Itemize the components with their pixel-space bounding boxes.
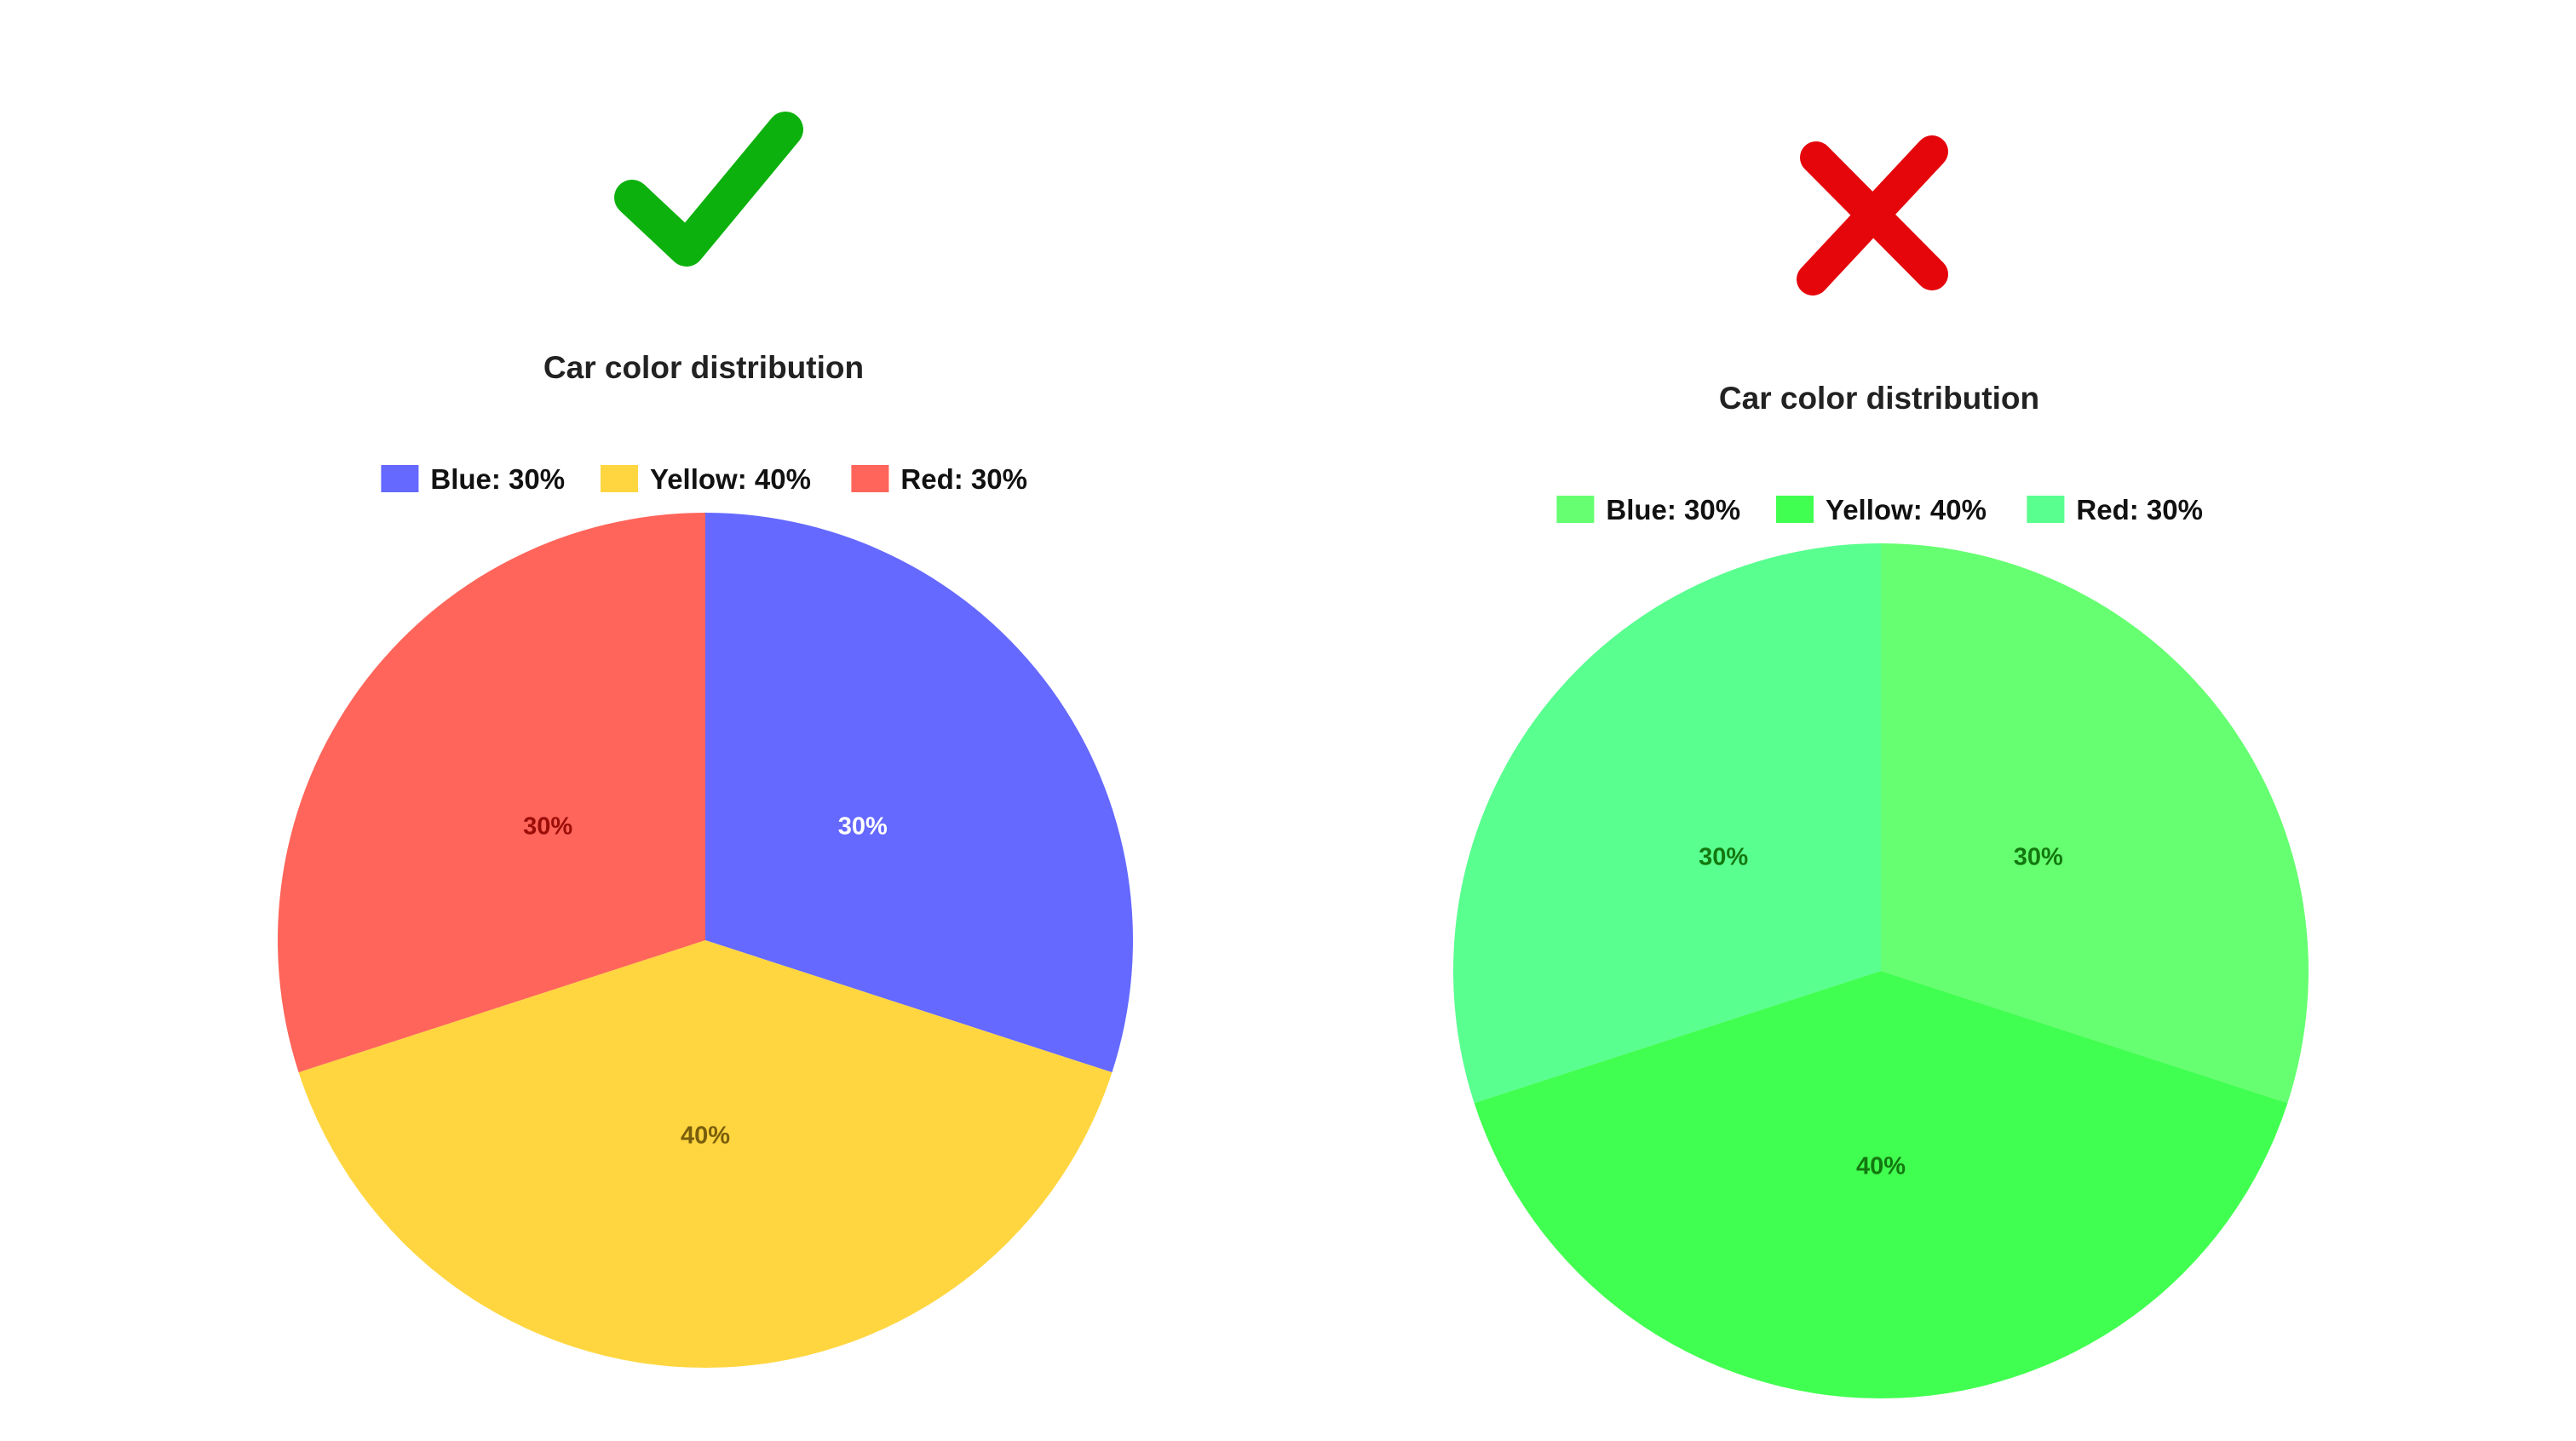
pie-slice-blue xyxy=(705,513,1134,1073)
legend-label: Yellow: 40% xyxy=(1826,494,1987,525)
pie-slice-yellow xyxy=(298,940,1113,1369)
legend-item-yellow: Yellow: 40% xyxy=(1776,494,1987,525)
pie-slice-red xyxy=(277,513,705,1073)
legend-label: Yellow: 40% xyxy=(650,463,811,495)
slice-data-label-blue: 30% xyxy=(838,813,888,841)
good-example-panel: Car color distribution Blue: 30% Yellow: … xyxy=(277,112,1134,1369)
legend-swatch xyxy=(2027,496,2065,523)
legend-item-blue: Blue: 30% xyxy=(1556,494,1740,525)
legend-swatch xyxy=(1556,496,1595,523)
slice-data-label-red: 30% xyxy=(523,813,572,841)
chart-title: Car color distribution xyxy=(1719,381,2039,416)
legend-swatch xyxy=(851,465,889,492)
legend-swatch xyxy=(381,465,419,492)
slice-data-label-yellow: 40% xyxy=(681,1122,730,1149)
legend-swatch xyxy=(601,465,638,492)
chart-title: Car color distribution xyxy=(543,350,864,385)
legend-item-red: Red: 30% xyxy=(851,463,1027,495)
chart-legend: Blue: 30% Yellow: 40% Red: 30% xyxy=(381,463,1027,495)
pie-slice-red xyxy=(1452,543,1881,1104)
cross-mark-icon xyxy=(1797,135,1948,296)
pie-slice-blue xyxy=(1881,543,2309,1104)
pie-slice-yellow xyxy=(1474,971,2288,1399)
legend-label: Blue: 30% xyxy=(1606,494,1740,525)
chart-legend: Blue: 30% Yellow: 40% Red: 30% xyxy=(1556,494,2203,525)
slice-data-label-blue: 30% xyxy=(2014,844,2063,871)
legend-swatch xyxy=(1776,496,1814,523)
legend-item-blue: Blue: 30% xyxy=(381,463,565,495)
pie-chart: 30% 40% 30% xyxy=(277,513,1134,1369)
pie-chart: 30% 40% 30% xyxy=(1452,543,2309,1399)
slice-data-label-red: 30% xyxy=(1699,844,1748,871)
legend-label: Red: 30% xyxy=(2076,494,2203,525)
check-mark-icon xyxy=(614,112,803,267)
legend-label: Red: 30% xyxy=(900,463,1027,495)
bad-example-panel: Car color distribution Blue: 30% Yellow: … xyxy=(1452,135,2309,1399)
slice-data-label-yellow: 40% xyxy=(1856,1152,1906,1180)
legend-label: Blue: 30% xyxy=(430,463,565,495)
legend-item-yellow: Yellow: 40% xyxy=(601,463,811,495)
legend-item-red: Red: 30% xyxy=(2027,494,2203,525)
